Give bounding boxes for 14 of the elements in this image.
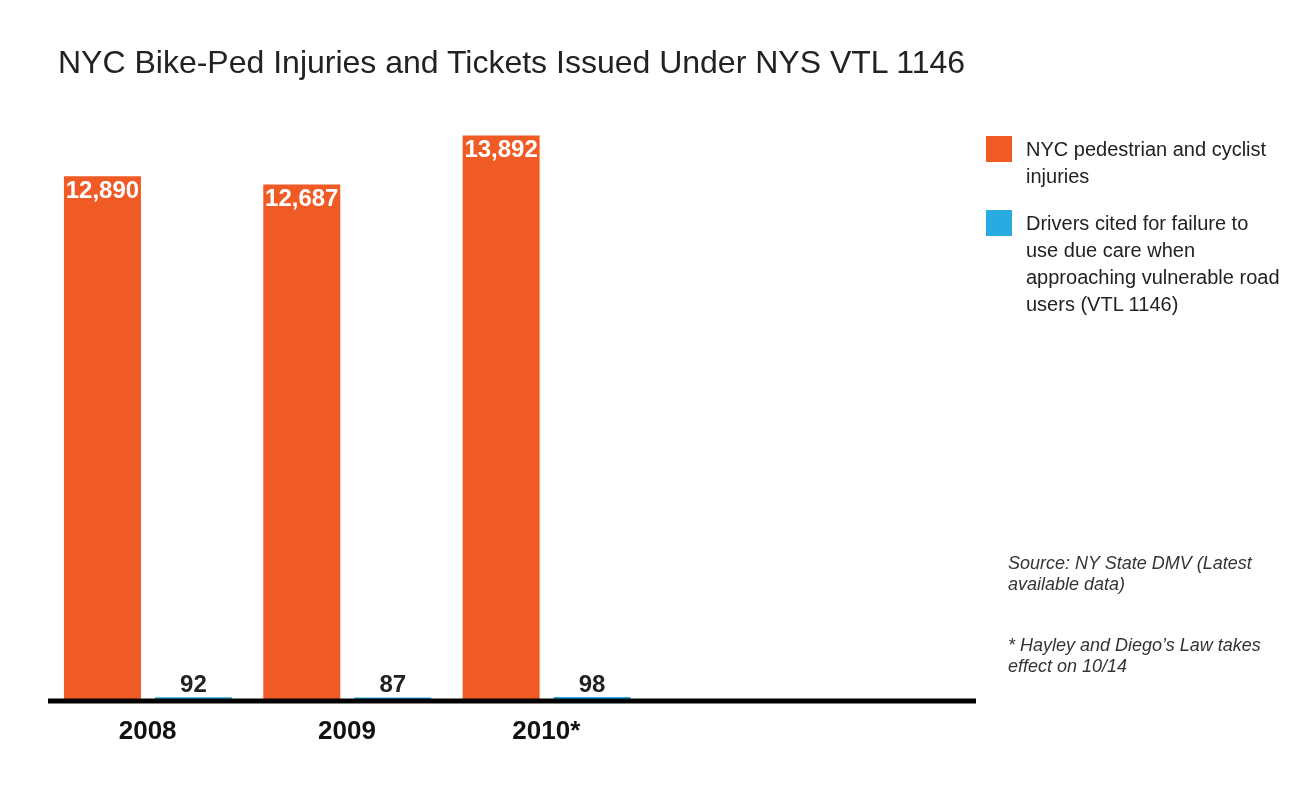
data-label: 12,687 [265, 184, 339, 212]
data-label: 13,892 [464, 135, 538, 163]
data-label: 92 [180, 670, 207, 698]
x-tick-label: 2008 [118, 715, 177, 746]
data-label: 87 [379, 670, 407, 698]
source-note: Source: NY State DMV (Latest available data) [1008, 553, 1254, 595]
legend-label: Drivers cited for failure to use due care when approaching vulnerable road users (VTL 1146) [1026, 211, 1281, 317]
data-label: 12,890 [65, 176, 140, 204]
legend-label: NYC pedestrian and cyclist injuries [1026, 137, 1268, 189]
chart-title: NYC Bike-Ped Injuries and Tickets Issued Under NYS VTL 1146 [57, 43, 967, 81]
x-tick-label: 2009 [318, 715, 376, 746]
text: * Hayley and Diego’s Law takes effect on 10/14 [1008, 635, 1262, 677]
data-label: 98 [578, 670, 606, 698]
x-tick-label: 2010* [512, 715, 582, 746]
